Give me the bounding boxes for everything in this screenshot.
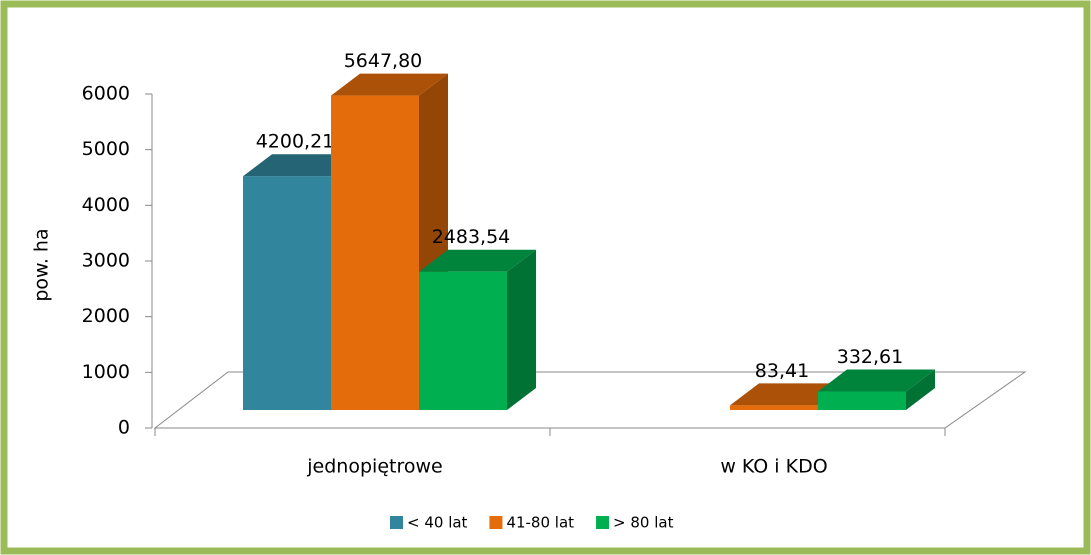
bar-top xyxy=(730,383,847,406)
bar-front xyxy=(419,271,507,410)
bar-front xyxy=(730,405,818,410)
x-tick-label: w KO i KDO xyxy=(720,456,827,478)
y-tick-label: 1000 xyxy=(82,361,130,383)
bar-front xyxy=(243,176,331,410)
bar-top xyxy=(243,154,360,177)
bar xyxy=(331,73,448,410)
value-label: 5647,80 xyxy=(344,50,423,72)
bar xyxy=(419,249,536,410)
legend-label: < 40 lat xyxy=(407,514,468,532)
legend-swatch xyxy=(390,516,403,529)
bar-top xyxy=(331,73,448,96)
x-tick-label: jednopiętrowe xyxy=(306,456,442,478)
legend-swatch xyxy=(489,516,503,529)
legend-swatch xyxy=(596,516,610,529)
value-label: 332,61 xyxy=(837,346,903,368)
y-axis-label: pow. ha xyxy=(31,228,53,301)
bar-top xyxy=(419,249,536,272)
y-tick-label: 4000 xyxy=(82,194,130,216)
bar-front xyxy=(818,391,906,410)
y-tick-label: 6000 xyxy=(82,83,130,105)
value-label: 83,41 xyxy=(755,360,809,382)
y-tick-label: 3000 xyxy=(82,250,130,272)
value-label: 4200,21 xyxy=(256,131,335,153)
bar-side xyxy=(507,249,536,410)
y-tick-label: 5000 xyxy=(82,138,130,160)
bar-top xyxy=(818,369,935,392)
bar-front xyxy=(331,95,419,410)
y-tick-label: 2000 xyxy=(82,305,130,327)
legend-label: 41-80 lat xyxy=(506,514,574,532)
value-label: 2483,54 xyxy=(432,226,511,248)
legend-label: > 80 lat xyxy=(613,514,674,532)
y-tick-label: 0 xyxy=(118,417,130,439)
bar xyxy=(818,369,935,410)
bar-side xyxy=(906,369,935,410)
